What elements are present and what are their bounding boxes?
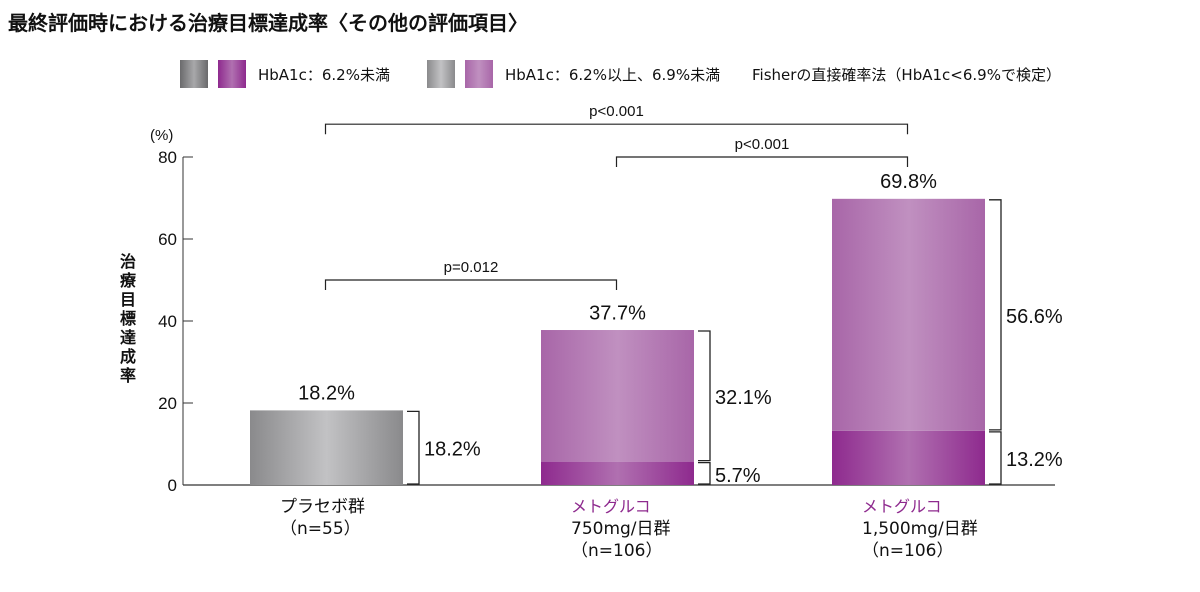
legend-entry-2: HbA1c：6.2%以上、6.9%未満 bbox=[505, 66, 720, 84]
category-label: （n=106） bbox=[862, 541, 953, 561]
y-tick-label: 40 bbox=[158, 312, 177, 331]
legend-entry-1: HbA1c：6.2%未満 bbox=[258, 66, 390, 84]
total-label: 69.8% bbox=[880, 171, 937, 193]
segment-label: 5.7% bbox=[715, 465, 761, 487]
bar-segment bbox=[250, 410, 403, 485]
y-tick-label: 20 bbox=[158, 394, 177, 413]
y-label-char: 率 bbox=[120, 366, 136, 385]
segment-bracket bbox=[698, 330, 711, 462]
bar-segment bbox=[832, 198, 985, 431]
segment-bracket bbox=[989, 199, 1002, 431]
segment-label: 18.2% bbox=[424, 439, 481, 461]
y-label-char: 成 bbox=[120, 347, 136, 366]
segment-bracket bbox=[989, 431, 1002, 485]
chart-title: 最終評価時における治療目標達成率〈その他の評価項目〉 bbox=[8, 11, 528, 35]
total-label: 37.7% bbox=[589, 302, 646, 324]
category-label: プラセボ群 bbox=[280, 497, 365, 517]
total-label: 18.2% bbox=[298, 382, 355, 404]
y-tick-label: 0 bbox=[168, 476, 177, 495]
legend-note: Fisherの直接確率法（HbA1c<6.9%で検定） bbox=[752, 66, 1061, 84]
segment-label: 56.6% bbox=[1006, 306, 1063, 328]
significance-bracket bbox=[324, 123, 909, 135]
y-tick-label: 80 bbox=[158, 148, 177, 167]
y-axis-label: 治療目標達成率 bbox=[120, 252, 137, 385]
y-tick-label: 60 bbox=[158, 230, 177, 249]
y-label-char: 治 bbox=[120, 252, 136, 271]
y-label-char: 達 bbox=[120, 328, 136, 347]
y-label-char: 標 bbox=[120, 309, 136, 328]
category-brand: メトグルコ bbox=[862, 497, 942, 516]
segment-bracket bbox=[407, 410, 420, 485]
y-label-char: 療 bbox=[120, 271, 137, 290]
bar-segment bbox=[541, 330, 694, 462]
bar-segment bbox=[832, 430, 985, 485]
bar-segment bbox=[541, 461, 694, 485]
p-value-label: p<0.001 bbox=[735, 136, 790, 153]
p-value-label: p<0.001 bbox=[589, 103, 644, 120]
category-label: 1,500mg/日群 bbox=[862, 519, 978, 539]
segment-bracket bbox=[698, 461, 711, 485]
segment-label: 13.2% bbox=[1006, 449, 1063, 471]
significance-bracket bbox=[324, 279, 618, 290]
significance-bracket bbox=[615, 156, 909, 167]
segment-label: 32.1% bbox=[715, 387, 772, 409]
y-label-char: 目 bbox=[120, 290, 136, 309]
category-label: （n=106） bbox=[571, 541, 662, 561]
category-label: （n=55） bbox=[280, 519, 361, 539]
y-unit: (%) bbox=[150, 127, 173, 144]
category-label: 750mg/日群 bbox=[571, 519, 671, 539]
legend-swatch-gray-light bbox=[427, 60, 455, 88]
category-brand: メトグルコ bbox=[571, 497, 651, 516]
legend-swatch-gray-dark bbox=[180, 60, 208, 88]
legend-swatch-purple-light bbox=[465, 60, 493, 88]
p-value-label: p=0.012 bbox=[444, 259, 499, 276]
legend-swatch-purple-dark bbox=[218, 60, 246, 88]
